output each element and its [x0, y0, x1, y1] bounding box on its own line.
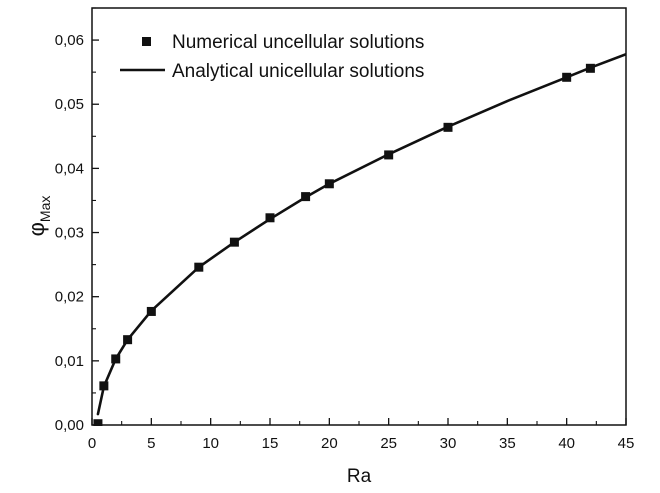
numerical-point — [301, 192, 311, 202]
numerical-point — [99, 381, 109, 391]
numerical-point — [194, 262, 204, 272]
numerical-point — [324, 179, 334, 189]
numerical-point — [265, 213, 275, 223]
y-axis-title: φMax — [24, 196, 53, 237]
legend-label-analytical: Analytical unicellular solutions — [172, 61, 424, 82]
y-axis: 0,00 0,01 0,02 0,03 0,04 0,05 0,06 — [55, 7, 99, 434]
y-tick-label: 0,03 — [55, 225, 84, 242]
x-tick-label: 30 — [440, 435, 457, 452]
legend: Numerical uncellular solutions Analytica… — [120, 32, 424, 82]
numerical-point — [123, 335, 133, 345]
legend-label-numerical: Numerical uncellular solutions — [172, 32, 424, 53]
x-tick-label: 10 — [202, 435, 219, 452]
y-tick-label: 0,06 — [55, 32, 84, 49]
numerical-point — [93, 419, 103, 426]
x-tick-label: 0 — [88, 435, 96, 452]
y-axis-title-symbol: φ — [24, 222, 49, 236]
x-tick-label: 20 — [321, 435, 338, 452]
numerical-point — [562, 72, 572, 82]
legend-marker-square — [142, 37, 151, 46]
series-layer — [93, 52, 626, 426]
y-tick-label: 0,04 — [55, 160, 84, 177]
numerical-point — [146, 306, 156, 316]
x-tick-label: 40 — [558, 435, 575, 452]
x-tick-label: 35 — [499, 435, 516, 452]
y-tick-label: 0,01 — [55, 353, 84, 370]
x-tick-label: 45 — [618, 435, 635, 452]
y-tick-label: 0,02 — [55, 289, 84, 306]
x-tick-label: 5 — [147, 435, 155, 452]
x-axis: 0 5 10 15 20 25 30 35 40 45 — [88, 418, 635, 452]
analytical-line — [96, 52, 626, 416]
numerical-point — [443, 122, 453, 132]
x-tick-label: 25 — [380, 435, 397, 452]
numerical-point — [384, 150, 394, 160]
y-tick-label: 0,00 — [55, 417, 84, 434]
x-tick-label: 15 — [262, 435, 279, 452]
numerical-point — [585, 63, 595, 73]
numerical-point — [229, 237, 239, 247]
numerical-point — [111, 354, 121, 364]
x-axis-title: Ra — [347, 466, 372, 487]
y-tick-label: 0,05 — [55, 96, 84, 113]
y-axis-title-subscript: Max — [37, 196, 53, 222]
